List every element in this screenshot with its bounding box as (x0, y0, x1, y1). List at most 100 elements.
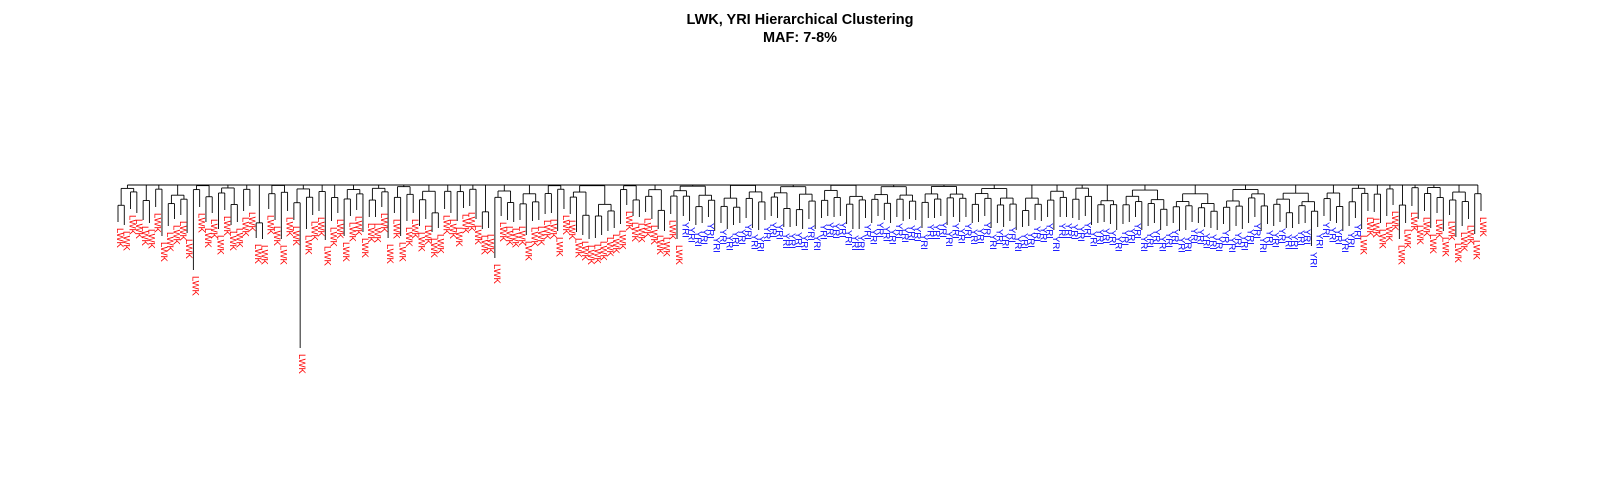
leaf-label-yri: YRI (1094, 229, 1105, 245)
leaf-label-yri: YRI (1232, 232, 1243, 248)
leaf-label-yri: YRI (830, 223, 841, 239)
leaf-label-yri: YRI (1345, 232, 1356, 248)
leaf-label-yri: YRI (1289, 234, 1300, 250)
leaf-label-yri: YRI (849, 235, 860, 251)
leaf-label-lwk: LWK (604, 237, 615, 258)
leaf-label-yri: YRI (899, 227, 910, 243)
leaf-label-yri: YRI (1163, 232, 1174, 248)
leaf-label-lwk: LWK (252, 244, 263, 265)
leaf-label-yri: YRI (1132, 223, 1143, 239)
leaf-label-lwk: LWK (1433, 219, 1444, 240)
leaf-label-yri: YRI (1062, 223, 1073, 239)
leaf-label-lwk: LWK (1464, 225, 1475, 246)
leaf-label-lwk: LWK (171, 225, 182, 246)
leaf-label-lwk: LWK (598, 241, 609, 262)
leaf-label-yri: YRI (730, 231, 741, 247)
leaf-label-lwk: LWK (359, 238, 370, 259)
leaf-label-lwk: LWK (585, 245, 596, 266)
leaf-label-yri: YRI (943, 231, 954, 247)
leaf-label-lwk: LWK (409, 219, 420, 240)
leaf-label-lwk: LWK (1358, 235, 1369, 256)
leaf-label-yri: YRI (1150, 229, 1161, 245)
leaf-label-lwk: LWK (340, 242, 351, 263)
leaf-label-lwk: LWK (610, 234, 621, 255)
leaf-label-yri: YRI (1176, 237, 1187, 253)
leaf-label-yri: YRI (723, 235, 734, 251)
leaf-label-yri: YRI (817, 224, 828, 240)
leaf-label-yri: YRI (1339, 237, 1350, 253)
leaf-label-yri: YRI (748, 234, 759, 250)
leaf-label-yri: YRI (824, 222, 835, 238)
leaf-label-yri: YRI (767, 222, 778, 238)
leaf-label-lwk: LWK (321, 246, 332, 267)
leaf-label-lwk: LWK (145, 229, 156, 250)
leaf-label-lwk: LWK (214, 235, 225, 256)
leaf-label-yri: YRI (861, 224, 872, 240)
leaf-label-lwk: LWK (1370, 218, 1381, 239)
leaf-label-yri: YRI (1075, 226, 1086, 242)
leaf-label-yri: YRI (1263, 230, 1274, 246)
leaf-label-yri: YRI (1201, 233, 1212, 249)
leaf-label-lwk: LWK (189, 276, 200, 297)
leaf-label-yri: YRI (761, 226, 772, 242)
leaf-label-yri: YRI (843, 230, 854, 246)
leaf-label-yri: YRI (1226, 237, 1237, 253)
leaf-label-lwk: LWK (422, 225, 433, 246)
leaf-label-yri: YRI (1276, 228, 1287, 244)
leaf-label-lwk: LWK (1395, 245, 1406, 266)
leaf-label-lwk: LWK (529, 227, 540, 248)
leaf-label-lwk: LWK (415, 232, 426, 253)
leaf-label-lwk: LWK (591, 244, 602, 265)
leaf-label-lwk: LWK (1458, 232, 1469, 253)
leaf-label-lwk: LWK (372, 223, 383, 244)
leaf-label-lwk: LWK (667, 220, 678, 241)
leaf-label-lwk: LWK (1383, 222, 1394, 243)
leaf-label-yri: YRI (792, 232, 803, 248)
leaf-label-lwk: LWK (579, 241, 590, 262)
leaf-label-yri: YRI (874, 222, 885, 238)
leaf-label-lwk: LWK (1471, 240, 1482, 261)
leaf-label-lwk: LWK (466, 212, 477, 233)
leaf-label-yri: YRI (711, 237, 722, 253)
leaf-label-yri: YRI (1270, 232, 1281, 248)
leaf-label-yri: YRI (981, 222, 992, 238)
leaf-label-lwk: LWK (1427, 234, 1438, 255)
leaf-label-lwk: LWK (384, 244, 395, 265)
leaf-label-yri: YRI (704, 223, 715, 239)
leaf-label-lwk: LWK (290, 226, 301, 247)
leaf-label-yri: YRI (1138, 236, 1149, 252)
leaf-label-lwk: LWK (629, 222, 640, 243)
leaf-label-lwk: LWK (120, 231, 131, 252)
leaf-label-lwk: LWK (434, 234, 445, 255)
leaf-label-lwk: LWK (642, 218, 653, 239)
leaf-label-yri: YRI (1238, 235, 1249, 251)
leaf-label-lwk: LWK (447, 219, 458, 240)
leaf-label-lwk: LWK (152, 213, 163, 234)
leaf-label-yri: YRI (1069, 224, 1080, 240)
dendrogram-branches (117, 184, 1482, 348)
leaf-label-lwk: LWK (554, 237, 565, 258)
leaf-label-yri: YRI (1119, 230, 1130, 246)
leaf-label-lwk: LWK (573, 238, 584, 259)
leaf-label-lwk: LWK (246, 212, 257, 233)
leaf-label-lwk: LWK (177, 221, 188, 242)
leaf-label-yri: YRI (1245, 229, 1256, 245)
leaf-label-yri: YRI (1025, 232, 1036, 248)
leaf-label-lwk: LWK (1402, 229, 1413, 250)
leaf-label-lwk: LWK (353, 216, 364, 237)
leaf-label-yri: YRI (717, 229, 728, 245)
leaf-label-lwk: LWK (221, 216, 232, 237)
leaf-label-yri: YRI (887, 229, 898, 245)
leaf-label-lwk: LWK (309, 221, 320, 242)
leaf-label-yri: YRI (1125, 228, 1136, 244)
leaf-label-yri: YRI (1182, 236, 1193, 252)
leaf-label-lwk: LWK (183, 239, 194, 260)
leaf-label-lwk: LWK (491, 264, 502, 285)
leaf-label-yri: YRI (905, 225, 916, 241)
dendrogram-leaves: LWKLWKLWKLWKLWKLWKLWKLWKLWKLWKLWKLWKLWKL… (114, 211, 1488, 375)
leaf-label-yri: YRI (918, 234, 929, 250)
leaf-label-lwk: LWK (133, 219, 144, 240)
leaf-label-yri: YRI (774, 224, 785, 240)
leaf-label-yri: YRI (755, 236, 766, 252)
leaf-label-lwk: LWK (478, 235, 489, 256)
